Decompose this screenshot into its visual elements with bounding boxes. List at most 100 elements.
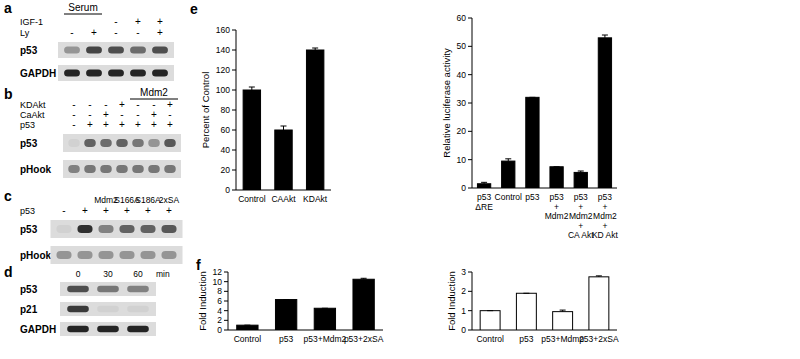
y-tick-label: 20 <box>221 165 231 175</box>
bar-chart: 0123Fold InductionControlp53p53+Mdm2p53+… <box>446 267 619 344</box>
condition-label: Ly <box>20 28 30 38</box>
condition-label: p53 <box>20 120 35 130</box>
blot-band <box>77 225 92 233</box>
unit-label: min <box>156 269 170 279</box>
y-tick <box>232 190 236 191</box>
y-axis-label: Relative luciferase activity <box>441 48 452 158</box>
bars <box>243 48 324 190</box>
y-tick <box>224 291 228 292</box>
blot-band <box>97 286 119 292</box>
error-bar <box>554 166 560 167</box>
blot-band <box>67 326 89 332</box>
blot-band <box>64 69 80 76</box>
y-tick <box>468 74 472 75</box>
y-tick-label: 80 <box>221 105 231 115</box>
blot-band <box>164 139 176 147</box>
blot-band <box>84 139 96 147</box>
condition-sign: + <box>157 16 163 27</box>
y-tick <box>232 130 236 131</box>
blot-band <box>64 46 80 53</box>
x-tick-label-line: + <box>578 221 583 231</box>
panel-letter: e <box>190 1 198 17</box>
condition-label: p53 <box>20 206 35 216</box>
y-axis <box>228 272 229 330</box>
condition-sign: + <box>82 205 88 216</box>
y-tick-label: 40 <box>457 70 467 80</box>
condition-sign: + <box>87 119 93 130</box>
blot-background <box>51 246 183 264</box>
x-tick-label-line: p53+2xSA <box>579 334 619 344</box>
y-tick-label: 40 <box>221 145 231 155</box>
y-tick <box>232 90 236 91</box>
bar <box>477 184 490 188</box>
panel-letter: a <box>4 0 12 16</box>
blot-background <box>60 322 156 336</box>
bar <box>353 279 374 330</box>
blot-band <box>108 46 124 53</box>
column-label: 2xSA <box>159 195 180 205</box>
condition-sign: - <box>114 27 117 38</box>
y-axis <box>472 272 473 330</box>
blot-band <box>152 69 168 76</box>
error-bar <box>312 48 318 50</box>
blot-band <box>98 251 113 259</box>
blot-panel: 03060minp53p21GAPDH <box>20 269 170 336</box>
error-bar <box>602 35 608 38</box>
blot-band <box>97 306 119 312</box>
bars <box>480 276 609 330</box>
bar <box>526 97 539 188</box>
y-tick <box>468 272 472 273</box>
x-tick-label-line: Control <box>476 334 504 344</box>
blot-panel: Mdm2S166AS186A2xSAp53-+++++p53pHook <box>20 195 183 264</box>
condition-label: IGF-1 <box>20 17 43 27</box>
blot-band <box>148 139 160 147</box>
panel-letter: c <box>4 188 12 204</box>
bar <box>275 300 296 330</box>
error-bar <box>244 325 250 326</box>
y-axis <box>472 18 473 188</box>
y-tick <box>232 70 236 71</box>
blot-band <box>140 251 155 259</box>
bar <box>275 130 292 190</box>
y-tick-label: 4 <box>217 306 222 316</box>
x-tick-label-line: p53 <box>519 334 533 344</box>
y-axis-label: Percent of Control <box>200 72 211 149</box>
x-tick-label: p53+2xSA <box>344 334 384 344</box>
y-tick <box>232 30 236 31</box>
blot-band <box>67 306 89 312</box>
y-tick <box>468 46 472 47</box>
x-tick-label: p53+Mdm2 <box>545 192 569 221</box>
condition-sign: - <box>72 119 75 130</box>
x-tick-label: p53ΔRE <box>475 192 493 212</box>
y-tick <box>468 131 472 132</box>
blot-row-label: pHook <box>20 250 52 261</box>
condition-sign: + <box>167 119 173 130</box>
blot-background <box>58 65 174 81</box>
x-tick-label-line: p53 <box>549 192 563 202</box>
blot-row-label: p53 <box>20 224 38 235</box>
y-tick-label: 0 <box>461 325 466 335</box>
blot-band <box>100 165 112 173</box>
x-tick-label: p53 <box>525 192 539 202</box>
column-label: 30 <box>103 269 113 279</box>
y-tick <box>232 170 236 171</box>
blot-band <box>116 139 128 147</box>
x-tick-label: p53 <box>279 334 293 344</box>
bar <box>550 167 563 188</box>
blot-band <box>161 225 176 233</box>
condition-label: KDAkt <box>20 100 46 110</box>
blot-band <box>116 165 128 173</box>
condition-sign: + <box>145 205 151 216</box>
condition-sign: + <box>166 205 172 216</box>
x-tick-label-line: Control <box>238 194 266 204</box>
blot-band <box>77 251 92 259</box>
y-tick <box>468 330 472 331</box>
x-tick-label-line: CA Akt <box>568 230 594 240</box>
condition-sign: + <box>119 119 125 130</box>
condition-sign: - <box>136 27 139 38</box>
bar <box>553 312 573 330</box>
column-label: 60 <box>133 269 143 279</box>
x-tick-label-line: KD Akt <box>592 230 619 240</box>
blot-background <box>60 302 156 316</box>
y-tick-label: 60 <box>457 13 467 23</box>
